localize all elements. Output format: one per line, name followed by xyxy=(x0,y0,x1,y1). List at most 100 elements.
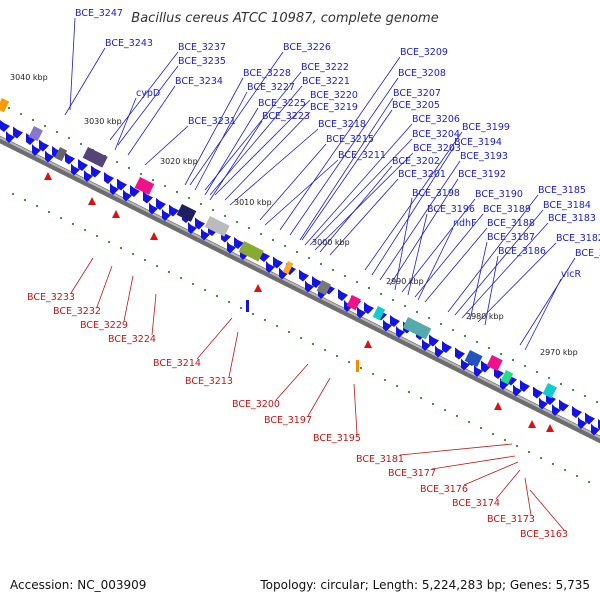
reverse-gene-label: BCE_3177 xyxy=(388,468,436,479)
ruler-tick xyxy=(236,221,238,223)
forward-gene-arrow xyxy=(117,178,127,191)
forward-label-leader xyxy=(214,99,311,196)
forward-gene-arrow xyxy=(0,120,10,132)
forward-gene-label: BCE_3203 xyxy=(413,143,461,154)
reverse-label-leader xyxy=(151,293,157,336)
reverse-tick xyxy=(408,391,410,393)
label-leader-lines xyxy=(64,17,576,531)
ruler-tick xyxy=(392,299,394,301)
topology-text: Topology: circular; Length: 5,224,283 bp… xyxy=(260,578,590,592)
reverse-tick xyxy=(444,409,446,411)
reverse-tick xyxy=(48,211,50,213)
forward-gene-arrow xyxy=(273,256,283,269)
forward-label-leader xyxy=(229,128,319,206)
ruler-tick xyxy=(572,389,574,391)
reverse-label-leader xyxy=(307,377,331,417)
reverse-tick xyxy=(204,289,206,291)
reverse-gene-label: BCE_3213 xyxy=(185,376,233,387)
feature-block xyxy=(542,383,557,399)
reverse-tick xyxy=(144,259,146,261)
forward-gene-label: ndhF xyxy=(453,218,477,229)
reverse-label-leader xyxy=(123,275,134,322)
forward-label-leader xyxy=(484,255,499,326)
feature-block xyxy=(346,295,361,311)
forward-gene-label: BCE_3189 xyxy=(483,204,531,215)
feature-block xyxy=(176,203,197,222)
feature-block xyxy=(402,316,432,340)
ruler-tick xyxy=(596,401,598,403)
ruler-tick xyxy=(356,281,358,283)
reverse-gene-marker xyxy=(546,424,554,432)
reverse-gene-label: BCE_3176 xyxy=(420,484,468,495)
ruler-tick xyxy=(260,233,262,235)
forward-gene-arrow xyxy=(474,365,483,377)
forward-label-leader xyxy=(301,109,393,241)
reverse-label-leader xyxy=(275,363,309,401)
forward-gene-label: BCE_3183 xyxy=(548,213,596,224)
ruler-tick xyxy=(548,377,550,379)
ruler-tick xyxy=(428,317,430,319)
forward-label-leader xyxy=(319,165,393,253)
reverse-gene-label: BCE_3174 xyxy=(452,498,500,509)
forward-gene-label: BCE_3199 xyxy=(462,122,510,133)
scale-label: 3000 kbp xyxy=(312,238,350,247)
scale-label: 2980 kbp xyxy=(466,312,504,321)
forward-gene-arrow xyxy=(65,152,75,165)
reverse-label-leader xyxy=(524,477,532,516)
reverse-tick xyxy=(432,403,434,405)
forward-gene-label: BCE_3221 xyxy=(302,76,350,87)
forward-gene-arrow xyxy=(390,315,400,327)
forward-gene-label: BCE_3187 xyxy=(487,232,535,243)
ruler-tick xyxy=(56,131,58,133)
ruler-tick xyxy=(248,227,250,229)
forward-gene-arrow xyxy=(578,417,587,429)
forward-gene-label: BCE_3182 xyxy=(556,233,600,244)
forward-gene-arrow xyxy=(266,261,275,273)
reverse-tick xyxy=(312,343,314,345)
forward-label-leader xyxy=(299,97,394,241)
reverse-tick xyxy=(360,367,362,369)
reverse-tick xyxy=(84,229,86,231)
forward-gene-arrow xyxy=(169,204,179,217)
forward-gene-arrow xyxy=(364,302,374,314)
reverse-tick xyxy=(336,355,338,357)
scale-label: 2970 kbp xyxy=(540,348,578,357)
reverse-tick xyxy=(540,457,542,459)
ruler-tick xyxy=(224,215,226,217)
reverse-tick xyxy=(324,349,326,351)
forward-gene-arrow xyxy=(312,276,322,288)
map-title: Bacillus cereus ATCC 10987, complete gen… xyxy=(131,11,438,26)
forward-gene-label: BCE_3222 xyxy=(301,62,349,73)
forward-gene-label: BCE_3226 xyxy=(283,42,331,53)
forward-gene-arrow xyxy=(539,397,548,410)
reverse-tick xyxy=(240,307,242,309)
forward-label-leader xyxy=(114,97,137,151)
forward-label-leader xyxy=(447,194,539,313)
scale-label: 3010 kbp xyxy=(234,198,272,207)
reverse-label-leader xyxy=(353,383,358,435)
forward-gene-label: BCE_3219 xyxy=(310,102,358,113)
reverse-gene-marker xyxy=(112,210,120,218)
reverse-tick xyxy=(576,475,578,477)
reverse-tick xyxy=(192,283,194,285)
reverse-tick xyxy=(492,433,494,435)
forward-label-leader xyxy=(524,278,562,351)
ruler-tick xyxy=(512,359,514,361)
forward-gene-label: BCE_3235 xyxy=(178,56,226,67)
ruler-tick xyxy=(488,347,490,349)
forward-gene-arrow xyxy=(435,345,444,358)
forward-gene-label: vicR xyxy=(561,269,581,280)
forward-gene-label: BCE_3201 xyxy=(398,169,446,180)
forward-label-leader xyxy=(519,257,576,346)
reverse-tick xyxy=(24,199,26,201)
forward-label-leader xyxy=(184,77,244,186)
reverse-tick xyxy=(264,319,266,321)
backbone-band xyxy=(0,135,600,444)
reverse-tick xyxy=(372,373,374,375)
ruler-tick xyxy=(176,191,178,193)
ruler-tick xyxy=(344,275,346,277)
forward-gene-arrow xyxy=(572,406,582,418)
reverse-tick xyxy=(588,481,590,483)
reverse-tick xyxy=(120,247,122,249)
ruler-tick xyxy=(80,143,82,145)
